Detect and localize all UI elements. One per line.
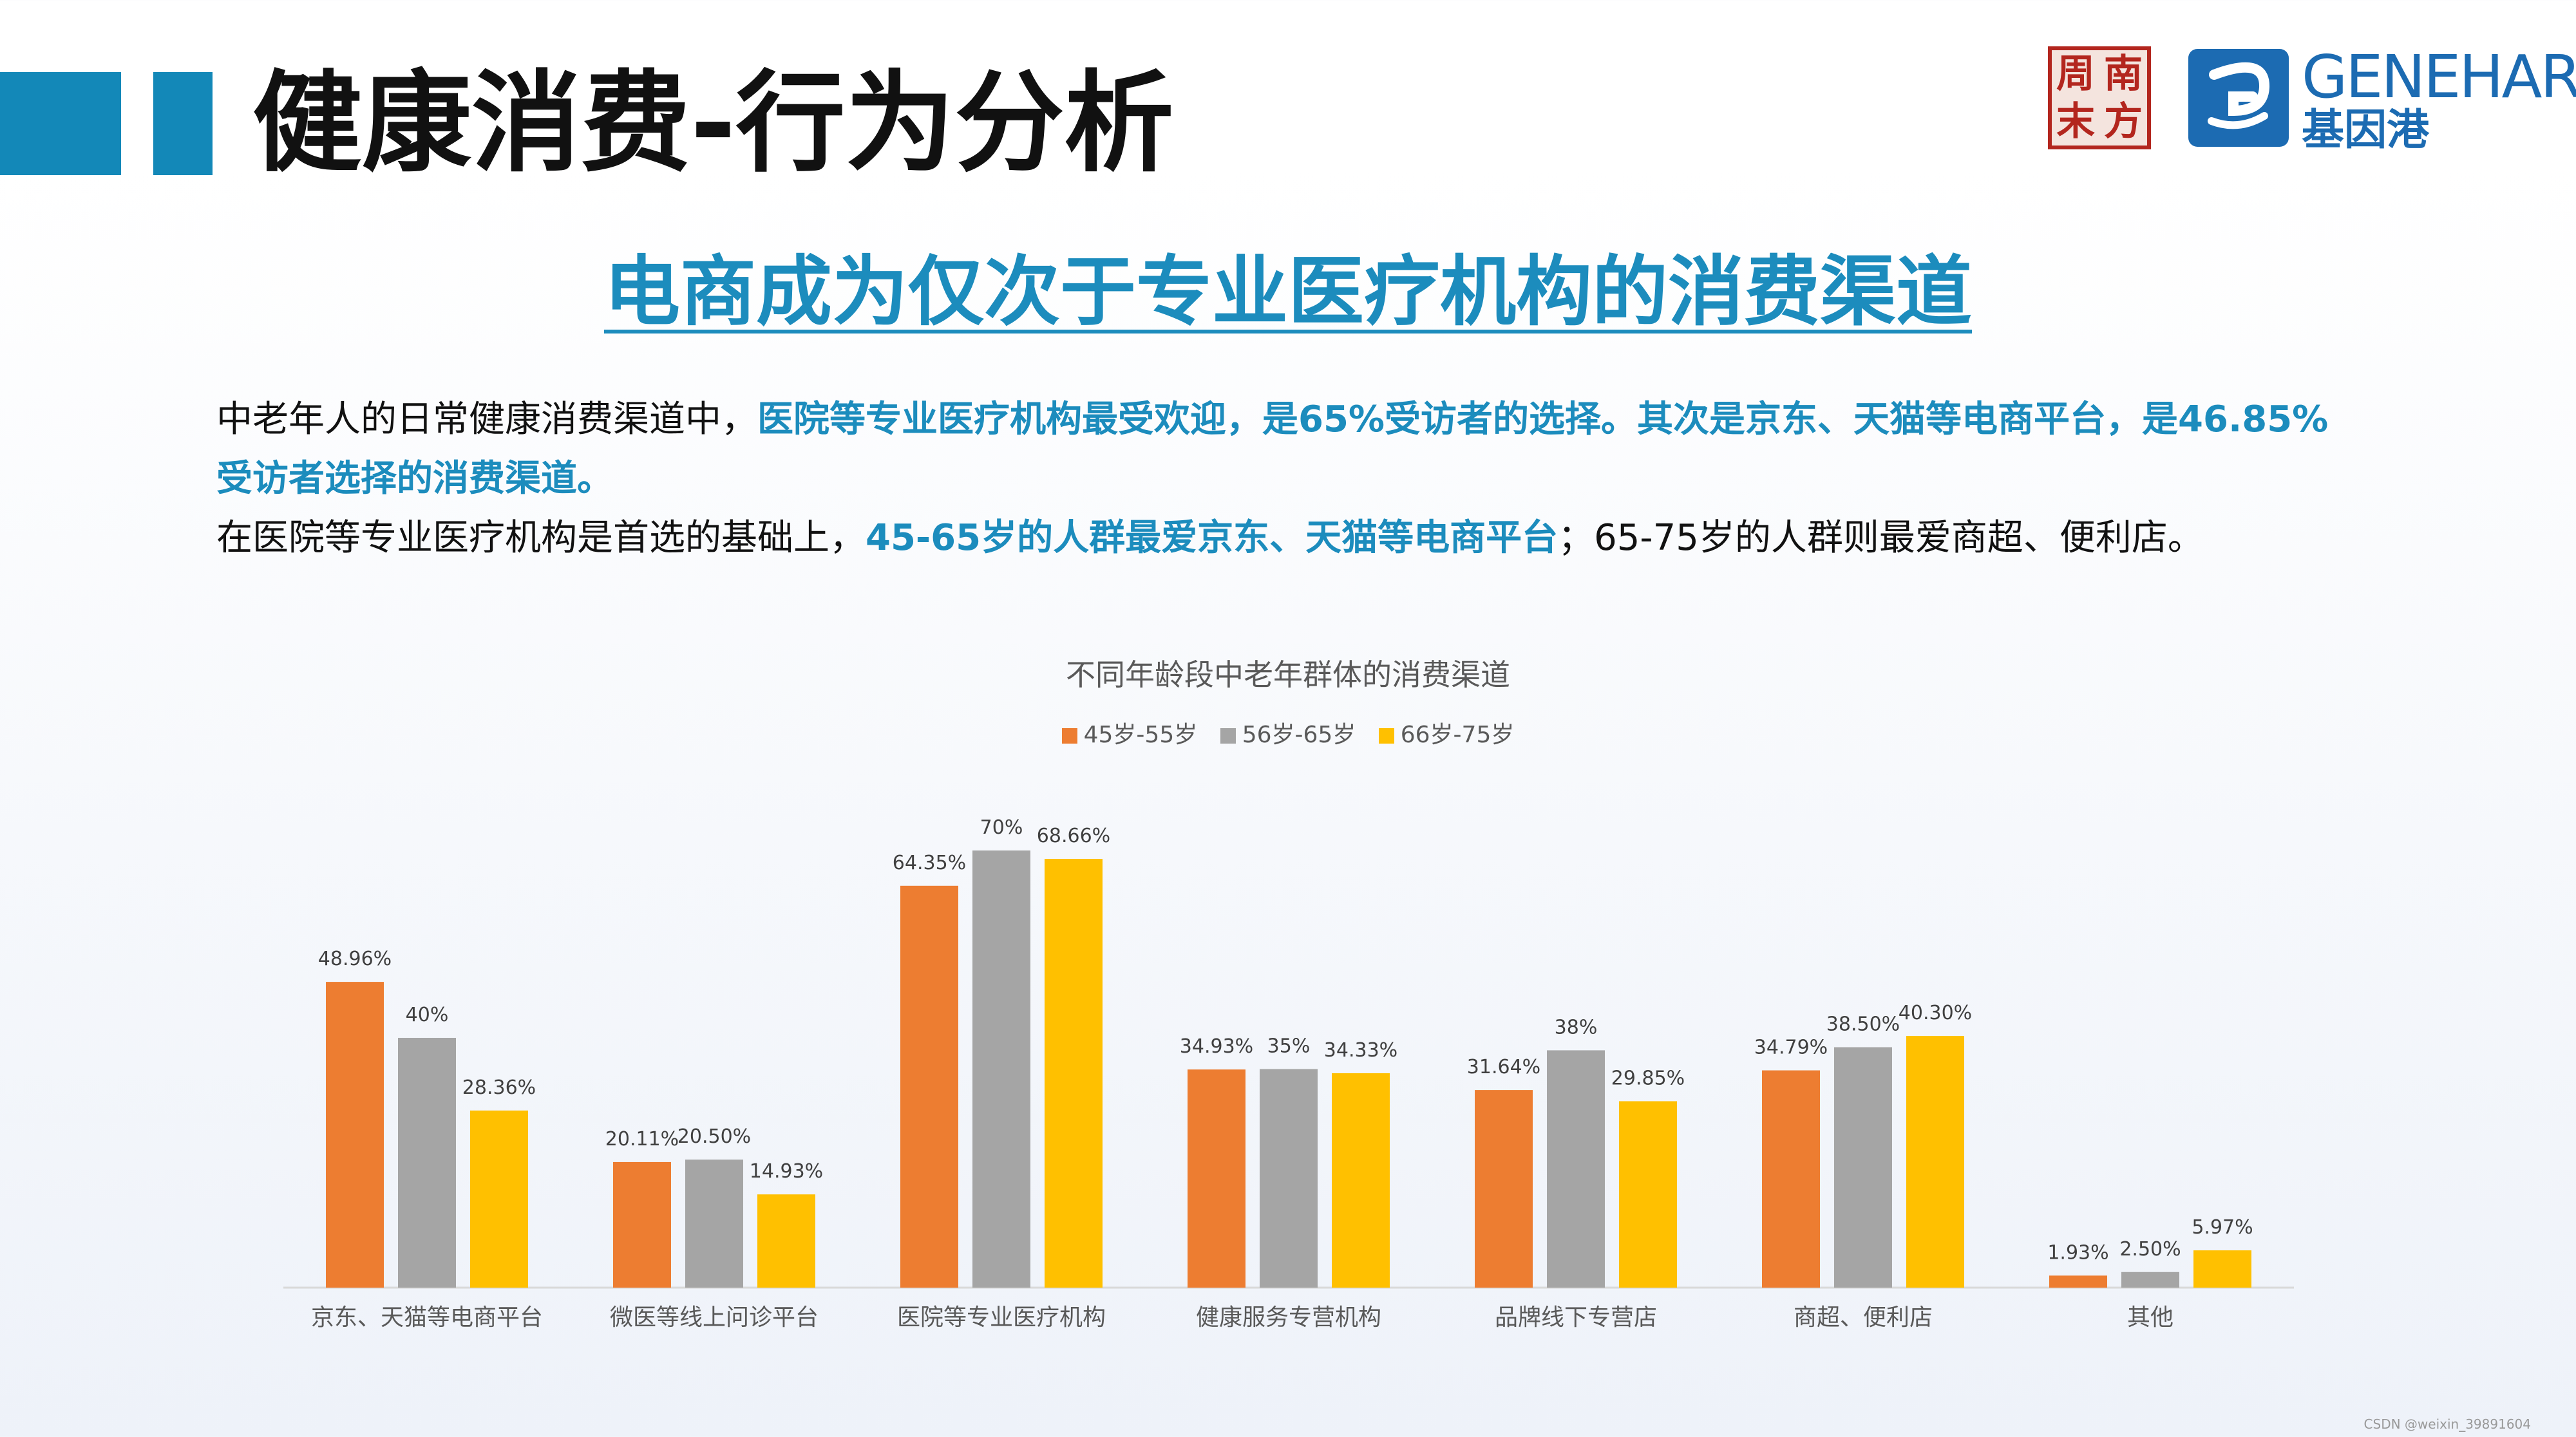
geneharbor-logo-icon bbox=[2188, 49, 2289, 147]
legend-item: 45岁-55岁 bbox=[1061, 716, 1198, 749]
data-label: 2.50% bbox=[2119, 1238, 2181, 1261]
data-label: 40.30% bbox=[1899, 1002, 1972, 1024]
legend-item: 56岁-65岁 bbox=[1220, 716, 1356, 749]
category-label: 商超、便利店 bbox=[1794, 1304, 1933, 1331]
data-label: 5.97% bbox=[2192, 1216, 2253, 1239]
data-label: 35% bbox=[1267, 1035, 1311, 1058]
bar bbox=[1188, 1069, 1245, 1288]
data-label: 20.11% bbox=[605, 1128, 679, 1151]
bar bbox=[1547, 1050, 1605, 1288]
bar bbox=[2049, 1275, 2107, 1288]
bar bbox=[1475, 1090, 1533, 1288]
legend-swatch bbox=[1378, 728, 1394, 744]
bar bbox=[2193, 1250, 2251, 1288]
paragraph-1-highlight: 医院等专业医疗机构最受欢迎，是65%受访者的选择。其次是京东、天猫等电商平台，是… bbox=[757, 399, 2329, 440]
paragraph-2-end: ；65-75岁的人群则最爱商超、便利店。 bbox=[1558, 517, 2204, 559]
data-label: 34.93% bbox=[1180, 1035, 1253, 1058]
paragraph-1-continued: 受访者选择的消费渠道。 bbox=[216, 449, 613, 509]
bar bbox=[2121, 1272, 2179, 1288]
paragraph-1-intro: 中老年人的日常健康消费渠道中， bbox=[216, 399, 757, 440]
category-label: 京东、天猫等电商平台 bbox=[311, 1304, 543, 1331]
data-label: 1.93% bbox=[2047, 1241, 2108, 1264]
data-label: 28.36% bbox=[462, 1076, 536, 1099]
legend-label: 66岁-75岁 bbox=[1400, 722, 1515, 748]
brand-name-cn: 基因港 bbox=[2302, 105, 2429, 155]
legend-swatch bbox=[1061, 728, 1077, 744]
bar bbox=[1260, 1069, 1318, 1288]
page-title: 健康消费-行为分析 bbox=[252, 60, 1174, 187]
bar bbox=[1834, 1047, 1892, 1288]
legend-label: 45岁-55岁 bbox=[1083, 722, 1198, 748]
data-label: 34.79% bbox=[1754, 1037, 1828, 1059]
header-accent-block-left bbox=[0, 72, 121, 175]
paragraph-2-highlight: 45-65岁的人群最爱京东、天猫等电商平台 bbox=[866, 517, 1558, 559]
seal-char: 南 bbox=[2104, 52, 2143, 97]
seal-char: 方 bbox=[2104, 99, 2143, 144]
chart-legend: 45岁-55岁 56岁-65岁 66岁-75岁 bbox=[0, 716, 2576, 749]
data-label: 68.66% bbox=[1037, 825, 1110, 847]
bar bbox=[757, 1194, 815, 1288]
data-label: 20.50% bbox=[677, 1125, 751, 1148]
bar bbox=[900, 885, 958, 1288]
data-label: 38.50% bbox=[1826, 1013, 1900, 1036]
data-label: 64.35% bbox=[893, 852, 966, 874]
header-accent-block-right bbox=[153, 72, 213, 175]
paragraph-1-highlight-end: 受访者选择的消费渠道。 bbox=[216, 458, 613, 500]
legend-item: 66岁-75岁 bbox=[1378, 716, 1515, 749]
chart-title: 不同年龄段中老年群体的消费渠道 bbox=[1066, 657, 1510, 692]
paragraph-1: 中老年人的日常健康消费渠道中，医院等专业医疗机构最受欢迎，是65%受访者的选择。… bbox=[216, 390, 2328, 449]
bar bbox=[972, 850, 1030, 1288]
bar bbox=[685, 1160, 743, 1288]
category-label: 医院等专业医疗机构 bbox=[897, 1304, 1106, 1331]
bar bbox=[1045, 858, 1103, 1288]
data-label: 29.85% bbox=[1611, 1067, 1685, 1089]
legend-label: 56岁-65岁 bbox=[1242, 722, 1356, 748]
bar bbox=[1906, 1036, 1964, 1288]
data-label: 70% bbox=[980, 816, 1023, 839]
category-label: 品牌线下专营店 bbox=[1495, 1304, 1657, 1331]
bar bbox=[398, 1038, 456, 1288]
watermark: CSDN @weixin_39891604 bbox=[2363, 1416, 2531, 1432]
brand-name: GENEHARBOR bbox=[2302, 42, 2576, 111]
bar bbox=[1619, 1101, 1677, 1288]
data-label: 34.33% bbox=[1324, 1039, 1397, 1062]
data-label: 40% bbox=[406, 1004, 449, 1026]
data-label: 31.64% bbox=[1467, 1056, 1540, 1078]
bar bbox=[1762, 1070, 1820, 1288]
seal-logo: 周 南 末 方 bbox=[2048, 46, 2151, 149]
seal-char: 末 bbox=[2056, 99, 2095, 144]
bar bbox=[470, 1110, 528, 1288]
category-label: 健康服务专营机构 bbox=[1196, 1304, 1381, 1331]
legend-swatch bbox=[1220, 728, 1236, 744]
headline: 电商成为仅次于专业医疗机构的消费渠道 bbox=[603, 247, 1972, 336]
data-label: 38% bbox=[1555, 1016, 1598, 1038]
category-label: 微医等线上问诊平台 bbox=[610, 1304, 819, 1331]
category-label: 其他 bbox=[2127, 1304, 2174, 1331]
paragraph-2-intro: 在医院等专业医疗机构是首选的基础上， bbox=[216, 517, 866, 559]
paragraph-2: 在医院等专业医疗机构是首选的基础上，45-65岁的人群最爱京东、天猫等电商平台；… bbox=[216, 509, 2204, 568]
bar bbox=[326, 982, 384, 1288]
bar bbox=[613, 1161, 671, 1288]
data-label: 48.96% bbox=[318, 948, 392, 970]
data-label: 14.93% bbox=[750, 1160, 823, 1183]
seal-char: 周 bbox=[2056, 52, 2095, 97]
bar bbox=[1332, 1073, 1390, 1288]
